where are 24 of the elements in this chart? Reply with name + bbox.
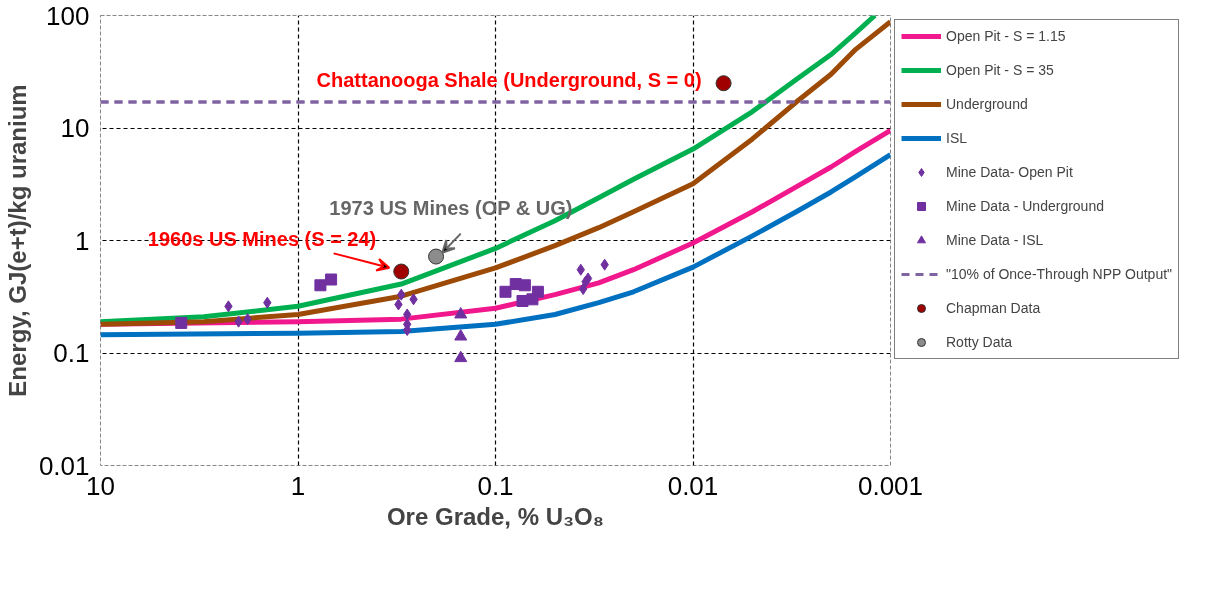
y-axis-title: Energy, GJ(e+t)/kg uranium — [3, 84, 31, 397]
legend-label: Underground — [946, 96, 1028, 112]
x-axis-title: Ore Grade, % U₃O₈ — [386, 502, 605, 530]
x-tick-label: 0.1 — [477, 470, 514, 501]
x-tick-label: 0.001 — [857, 470, 924, 501]
x-tick-label: 10 — [86, 470, 115, 501]
y-tick-label: 100 — [46, 0, 90, 31]
annotation: 1973 US Mines (OP & UG) — [329, 196, 573, 219]
legend-label: Rotty Data — [946, 334, 1013, 350]
legend-label: Mine Data - Underground — [946, 198, 1104, 214]
y-tick-label: 0.1 — [53, 338, 90, 368]
x-tick-label: 0.01 — [667, 470, 719, 501]
legend-label: Open Pit - S = 1.15 — [946, 28, 1066, 44]
legend-label: ISL — [946, 130, 968, 146]
legend-label: Open Pit - S = 35 — [946, 62, 1054, 78]
legend-label: Mine Data - ISL — [946, 232, 1044, 248]
y-tick-label: 1 — [75, 225, 90, 256]
x-tick-label: 1 — [290, 470, 306, 501]
y-tick-label: 10 — [60, 113, 90, 143]
legend-label: Mine Data- Open Pit — [946, 164, 1073, 180]
legend-label: "10% of Once-Through NPP Output" — [946, 266, 1173, 282]
annotation: 1960s US Mines (S = 24) — [147, 227, 377, 250]
annotation: Chattanooga Shale (Underground, S = 0) — [316, 69, 702, 92]
legend-label: Chapman Data — [946, 300, 1041, 316]
